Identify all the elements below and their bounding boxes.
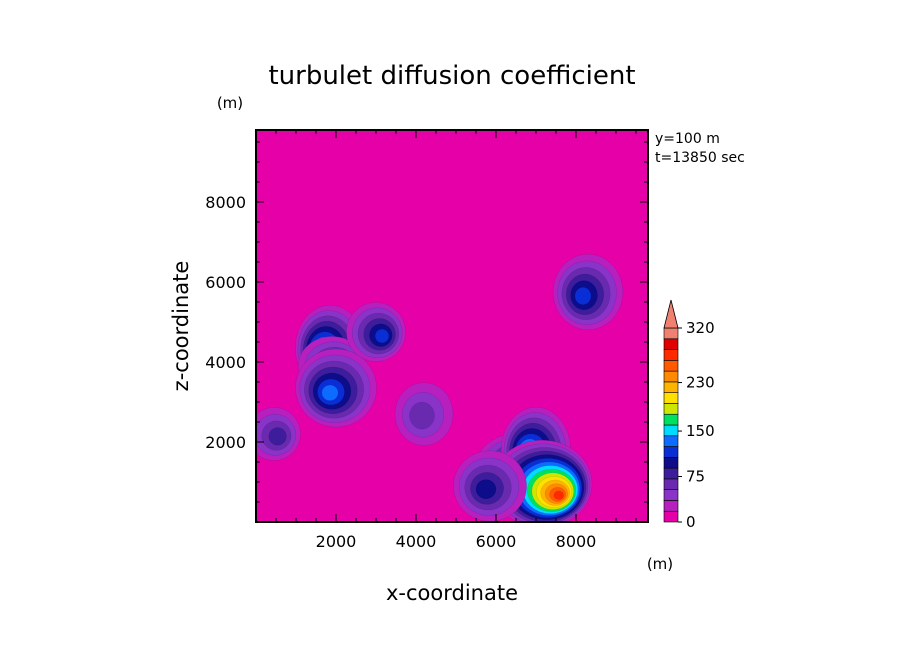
contour-feature	[295, 348, 377, 428]
contour-band	[409, 401, 435, 430]
contour-band	[374, 328, 390, 344]
colorbar-tick-label: 75	[686, 468, 705, 486]
contour-band	[574, 287, 592, 305]
tick-marks	[255, 130, 648, 523]
colorbar-band	[663, 446, 679, 458]
x-axis-title: x-coordinate	[386, 581, 518, 605]
x-tick-label: 2000	[316, 532, 357, 551]
x-tick-label: 4000	[396, 532, 437, 551]
contour-feature	[394, 382, 454, 446]
tick-labels: 2000 4000 6000 8000 2000 4000 6000 8000	[205, 193, 596, 551]
colorbar-extend-arrow	[663, 299, 679, 329]
colorbar-band	[663, 467, 679, 480]
colorbar: 0 75 150 230 320	[663, 299, 715, 531]
colorbar-band	[663, 510, 679, 523]
y-unit-label: (m)	[217, 94, 243, 112]
contour-feature	[453, 450, 527, 522]
info-time: t=13850 sec	[655, 150, 745, 166]
colorbar-band	[663, 370, 679, 383]
plot-frame	[255, 129, 649, 523]
colorbar-tick-label: 320	[686, 319, 715, 337]
y-axis-title: z-coordinate	[169, 261, 193, 392]
contour-band	[475, 479, 497, 500]
y-tick-label: 2000	[205, 433, 246, 452]
colorbar-tick-label: 0	[686, 513, 696, 531]
chart-title: turbulet diffusion coefficient	[268, 61, 635, 91]
colorbar-band	[663, 413, 679, 426]
info-y-level: y=100 m	[655, 131, 720, 147]
y-tick-label: 4000	[205, 353, 246, 372]
x-tick-label: 6000	[476, 532, 517, 551]
colorbar-band	[663, 392, 679, 404]
colorbar-band	[663, 500, 679, 512]
colorbar-band	[663, 403, 679, 415]
contour-feature	[491, 439, 593, 522]
colorbar-band	[663, 338, 679, 350]
contour-feature	[256, 407, 301, 461]
contour-band	[268, 427, 287, 446]
contour-band	[553, 490, 564, 500]
contour-feature	[346, 302, 406, 362]
colorbar-band	[663, 489, 679, 501]
colorbar-band	[663, 381, 679, 393]
y-tick-label: 6000	[205, 273, 246, 292]
colorbar-band	[663, 327, 679, 340]
colorbar-tick-label: 150	[686, 422, 715, 440]
plot-area	[256, 130, 648, 522]
colorbar-band	[663, 360, 679, 372]
y-tick-label: 8000	[205, 193, 246, 212]
colorbar-tick-label: 230	[686, 374, 715, 392]
contour-band	[321, 384, 339, 401]
colorbar-band	[663, 435, 679, 447]
x-tick-label: 8000	[556, 532, 597, 551]
colorbar-band	[663, 457, 679, 469]
x-unit-label: (m)	[647, 555, 673, 573]
colorbar-band	[663, 478, 679, 490]
contour-feature	[552, 253, 624, 331]
colorbar-band	[663, 424, 679, 437]
colorbar-band	[663, 349, 679, 361]
